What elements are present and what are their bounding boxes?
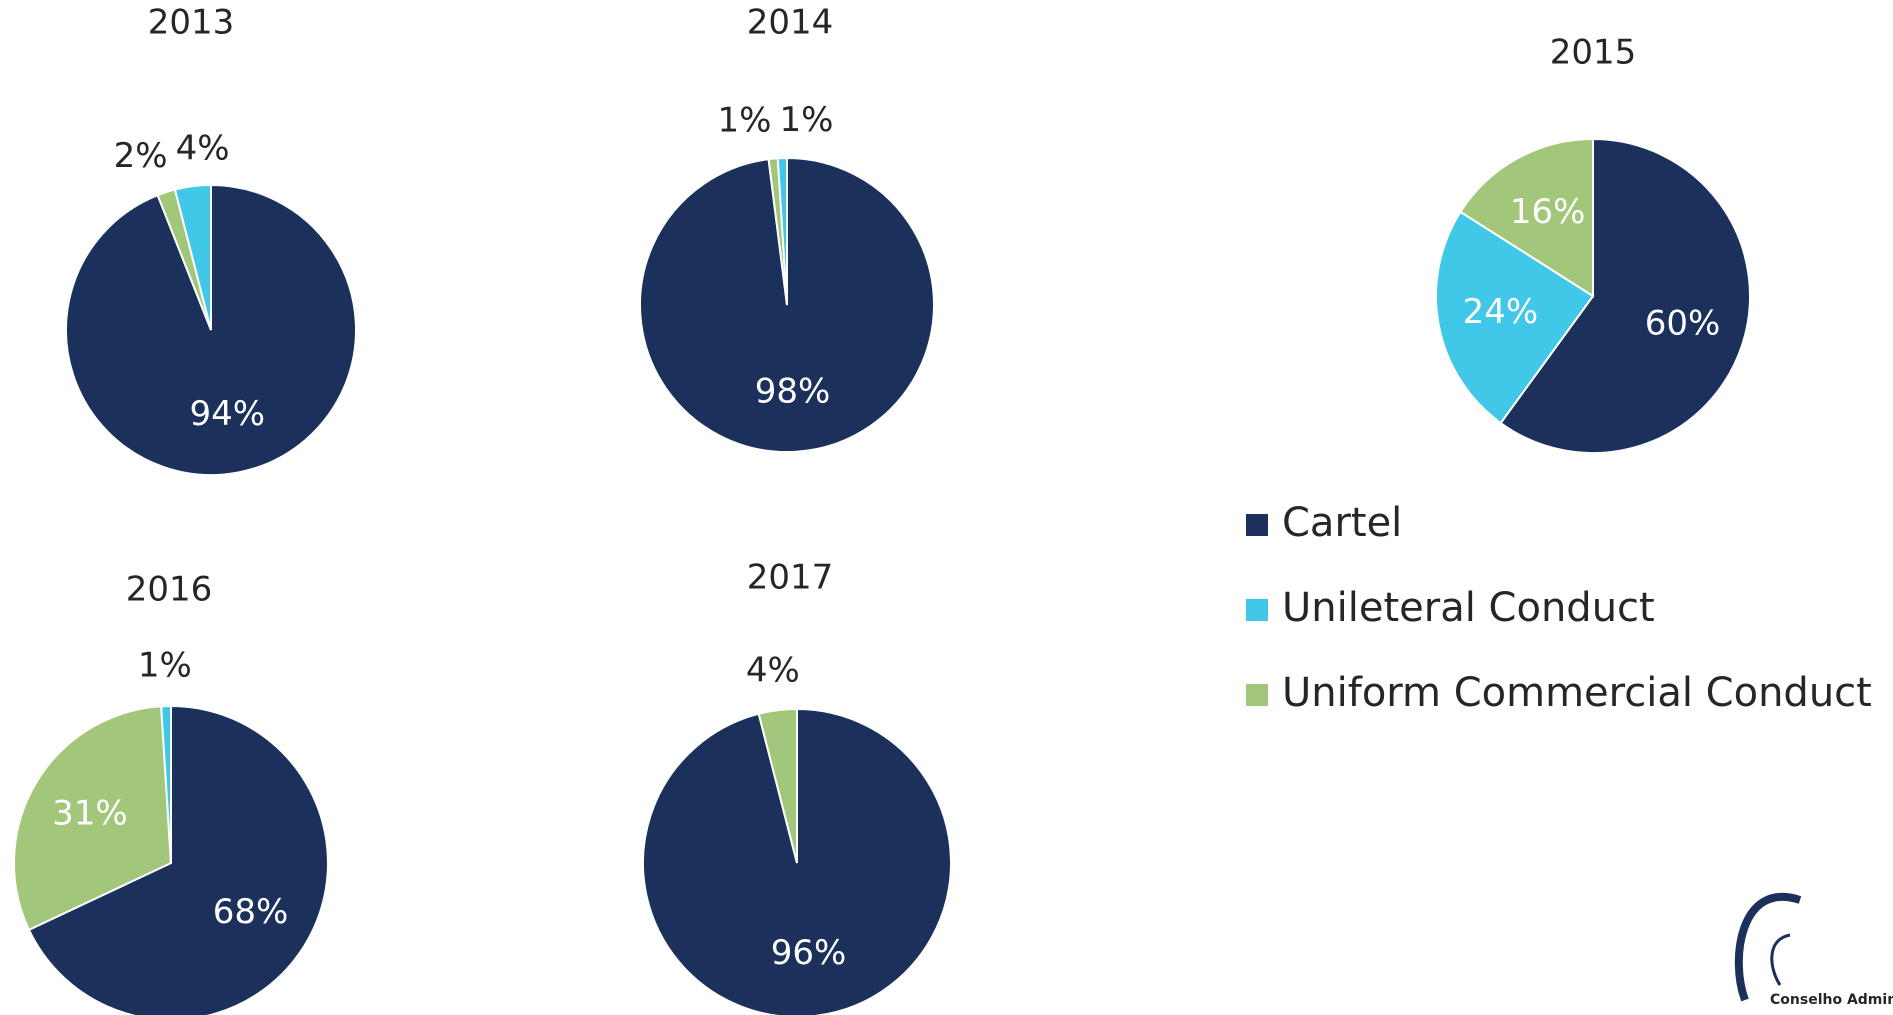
data-label: 98% xyxy=(755,372,831,412)
pie-title: 2016 xyxy=(126,570,213,610)
legend-label: Uniform Commercial Conduct xyxy=(1282,670,1872,716)
logo-arc xyxy=(1734,893,1802,1002)
legend-swatch xyxy=(1246,684,1268,706)
pie-slice xyxy=(1459,137,1594,298)
pie-slice xyxy=(173,183,212,331)
pie-slice xyxy=(1499,137,1751,454)
data-label: 1% xyxy=(717,101,771,141)
legend-label: Cartel xyxy=(1282,500,1402,546)
data-label: 96% xyxy=(771,933,847,973)
data-label: 1% xyxy=(779,100,833,140)
pie-slice xyxy=(1435,210,1595,425)
pie-slice xyxy=(757,707,798,864)
pie-title: 2013 xyxy=(148,3,235,43)
pie-slice xyxy=(13,705,173,932)
pie-slice xyxy=(160,704,172,864)
data-label: 2% xyxy=(114,136,168,176)
data-label: 4% xyxy=(746,651,800,691)
pie-title: 2015 xyxy=(1550,33,1637,73)
data-label: 60% xyxy=(1645,304,1721,344)
legend-swatch xyxy=(1246,514,1268,536)
pie-title: 2014 xyxy=(747,3,834,43)
data-label: 31% xyxy=(52,794,128,834)
logo-arc xyxy=(1770,933,1791,986)
data-label: 1% xyxy=(138,645,192,685)
data-label: 68% xyxy=(213,892,289,932)
pie-slice xyxy=(642,707,952,1015)
data-label: 4% xyxy=(176,129,230,169)
pie-slice xyxy=(27,704,329,1015)
pie-title: 2017 xyxy=(747,558,834,598)
pie-slice xyxy=(776,156,788,306)
legend-swatch xyxy=(1246,599,1268,621)
logo-text: Conselho Admin xyxy=(1770,992,1893,1008)
data-label: 16% xyxy=(1510,192,1586,232)
data-label: 94% xyxy=(190,394,266,434)
legend-label: Unileteral Conduct xyxy=(1282,585,1655,631)
data-label: 24% xyxy=(1463,292,1539,332)
